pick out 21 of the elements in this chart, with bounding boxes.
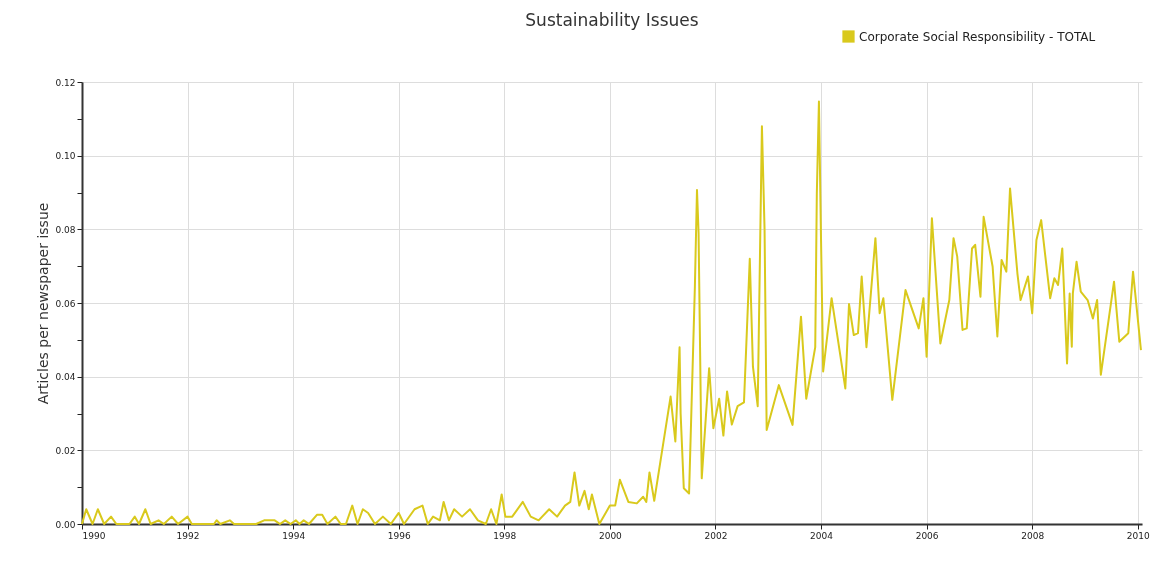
x-tick-label: 2002 [704,530,728,541]
x-tick-label: 2006 [915,530,939,541]
x-tick-label: 1996 [387,530,411,541]
y-tick-label: 0.12 [55,77,76,88]
x-tick-label: 2008 [1021,530,1045,541]
x-tick-label: 1992 [176,530,200,541]
y-tick-label: 0.04 [55,372,76,383]
chart-title: Sustainability Issues [525,10,699,30]
x-tick-label: 2004 [810,530,834,541]
y-tick-label: 0.08 [55,224,76,235]
x-tick-label: 1998 [493,530,517,541]
x-tick-label: 2000 [598,530,623,541]
x-tick-label: 2010 [1126,530,1150,541]
y-tick-label: 0.06 [55,298,76,309]
legend-label: Corporate Social Responsibility - TOTAL [859,29,1096,44]
y-tick-label: 0.00 [55,519,76,530]
x-tick-label: 1994 [282,530,306,541]
y-tick-label: 0.02 [55,445,76,456]
y-tick-label: 0.10 [55,151,76,162]
x-tick-label: 1990 [82,530,106,541]
y-axis-title: Articles per newspaper issue [35,202,52,405]
